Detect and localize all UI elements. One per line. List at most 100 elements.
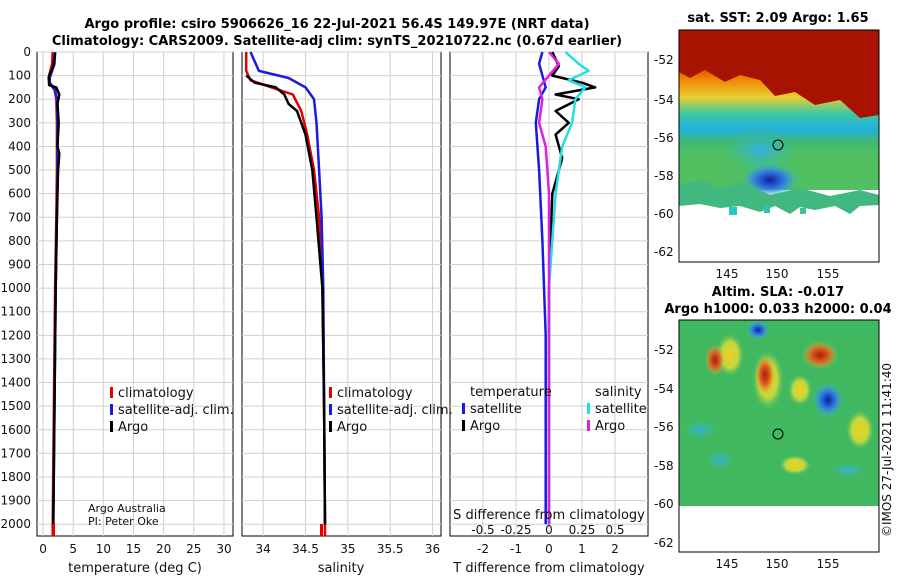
sla-xtick: 150 bbox=[766, 557, 789, 571]
s-tick-label: -0.25 bbox=[500, 523, 531, 537]
legend-label-argo: Argo bbox=[118, 420, 148, 435]
depth-tick-label: 700 bbox=[8, 210, 31, 224]
difference-top-xlabel: S difference from climatology bbox=[453, 508, 645, 523]
legend-swatch-temp-satellite bbox=[462, 403, 465, 414]
x-tick-label: 30 bbox=[216, 542, 231, 556]
x-tick-label: 1 bbox=[578, 542, 586, 556]
sst-xtick: 155 bbox=[817, 267, 840, 281]
x-tick-label: 25 bbox=[186, 542, 201, 556]
x-tick-label: 20 bbox=[156, 542, 171, 556]
figure-title-line1: Argo profile: csiro 5906626_16 22-Jul-20… bbox=[84, 17, 589, 32]
sla-map-xticks: 145 150 155 bbox=[716, 557, 840, 571]
x-tick-label: 2 bbox=[611, 542, 619, 556]
depth-tick-label: 600 bbox=[8, 187, 31, 201]
legend-swatch-sal-satellite bbox=[587, 403, 590, 414]
s-tick-label: -0.5 bbox=[471, 523, 494, 537]
depth-tick-label: 300 bbox=[8, 116, 31, 130]
sla-map-title-line2: Argo h1000: 0.033 h2000: 0.04 bbox=[664, 302, 891, 317]
sla-map-yticks: -52 -54 -56 -58 -60 -62 bbox=[654, 343, 674, 550]
depth-tick-label: 1100 bbox=[0, 305, 31, 319]
s-tick-label: 0.25 bbox=[569, 523, 596, 537]
legend-label-argo: Argo bbox=[337, 420, 367, 435]
salinity-panel-frame bbox=[241, 51, 442, 537]
legend-label-temp-argo: Argo bbox=[470, 419, 500, 434]
sla-xtick: 145 bbox=[716, 557, 739, 571]
sst-ytick: -62 bbox=[654, 245, 674, 259]
x-tick-label: 34.5 bbox=[292, 542, 319, 556]
sst-ytick: -52 bbox=[654, 53, 674, 67]
climatology-end-marker bbox=[320, 524, 323, 536]
series-line-salinity-argo bbox=[537, 51, 561, 525]
argo-location-marker bbox=[772, 139, 784, 151]
legend-swatch-climatology bbox=[110, 387, 113, 398]
temperature-legend: climatology satellite-adj. clim. Argo bbox=[110, 386, 234, 435]
sst-map-xticks: 145 150 155 bbox=[716, 267, 840, 281]
temperature-panel-frame bbox=[36, 51, 234, 537]
depth-tick-label: 200 bbox=[8, 92, 31, 106]
depth-tick-label: 500 bbox=[8, 163, 31, 177]
difference-legend: temperature satellite Argo salinity sate… bbox=[462, 385, 647, 434]
sla-ytick: -60 bbox=[654, 497, 674, 511]
sla-map-title-line1: Altim. SLA: -0.017 bbox=[712, 285, 844, 300]
sst-ytick: -54 bbox=[654, 93, 674, 107]
legend-title-salinity: salinity bbox=[595, 385, 642, 400]
series-line-argo bbox=[245, 74, 327, 525]
x-tick-label: 36 bbox=[425, 542, 440, 556]
legend-swatch-satellite bbox=[110, 404, 113, 415]
legend-swatch-satellite bbox=[329, 404, 332, 415]
legend-swatch-argo bbox=[110, 421, 113, 432]
salinity-xlabel: salinity bbox=[318, 561, 365, 576]
x-tick-label: 34 bbox=[256, 542, 271, 556]
sla-ytick: -52 bbox=[654, 343, 674, 357]
footer-timestamp: ©IMOS 27-Jul-2021 11:41:40 bbox=[880, 363, 894, 537]
legend-label-temp-satellite: satellite bbox=[470, 402, 522, 417]
x-tick-label: 35.5 bbox=[377, 542, 404, 556]
sst-map bbox=[678, 29, 880, 263]
legend-swatch-argo bbox=[329, 421, 332, 432]
depth-tick-label: 100 bbox=[8, 69, 31, 83]
series-line-salinity-satellite bbox=[547, 51, 590, 525]
s-tick-label: 0.5 bbox=[605, 523, 624, 537]
sst-xtick: 150 bbox=[766, 267, 789, 281]
credit-line2: PI: Peter Oke bbox=[88, 515, 159, 528]
s-tick-label: 0 bbox=[545, 523, 553, 537]
legend-label-sal-argo: Argo bbox=[595, 419, 625, 434]
legend-swatch-temp-argo bbox=[462, 420, 465, 431]
difference-xlabel: T difference from climatology bbox=[452, 561, 645, 576]
sla-ytick: -62 bbox=[654, 536, 674, 550]
x-tick-label: -2 bbox=[477, 542, 489, 556]
legend-swatch-sal-argo bbox=[587, 420, 590, 431]
depth-tick-label: 1500 bbox=[0, 399, 31, 413]
legend-label-satellite: satellite-adj. clim. bbox=[118, 403, 234, 418]
series-line-climatology bbox=[244, 52, 327, 537]
legend-swatch-climatology bbox=[329, 387, 332, 398]
series-line-temperature-satellite bbox=[534, 51, 547, 525]
depth-tick-label: 1400 bbox=[0, 376, 31, 390]
sla-ytick: -54 bbox=[654, 382, 674, 396]
series-line-temperature-argo bbox=[547, 51, 597, 525]
series-line-argo bbox=[47, 53, 61, 525]
x-tick-label: 0 bbox=[545, 542, 553, 556]
depth-tick-label: 1900 bbox=[0, 494, 31, 508]
legend-label-climatology: climatology bbox=[337, 386, 413, 401]
sla-map bbox=[678, 319, 880, 553]
depth-tick-label: 400 bbox=[8, 139, 31, 153]
x-tick-label: 5 bbox=[69, 542, 77, 556]
depth-tick-label: 900 bbox=[8, 257, 31, 271]
credit-line1: Argo Australia bbox=[88, 502, 166, 515]
depth-tick-label: 1000 bbox=[0, 281, 31, 295]
figure-title-line2: Climatology: CARS2009. Satellite-adj cli… bbox=[52, 34, 622, 49]
x-tick-label: 0 bbox=[39, 542, 47, 556]
x-tick-label: -1 bbox=[510, 542, 522, 556]
x-tick-label: 15 bbox=[126, 542, 141, 556]
depth-tick-label: 2000 bbox=[0, 517, 31, 531]
sst-ytick: -56 bbox=[654, 131, 674, 145]
sla-ytick: -56 bbox=[654, 420, 674, 434]
sst-xtick: 145 bbox=[716, 267, 739, 281]
depth-tick-label: 1800 bbox=[0, 470, 31, 484]
sla-ytick: -58 bbox=[654, 459, 674, 473]
salinity-legend: climatology satellite-adj. clim. Argo bbox=[329, 386, 453, 435]
depth-tick-label: 1200 bbox=[0, 328, 31, 342]
x-tick-label: 10 bbox=[96, 542, 111, 556]
climatology-end-marker bbox=[52, 524, 55, 536]
